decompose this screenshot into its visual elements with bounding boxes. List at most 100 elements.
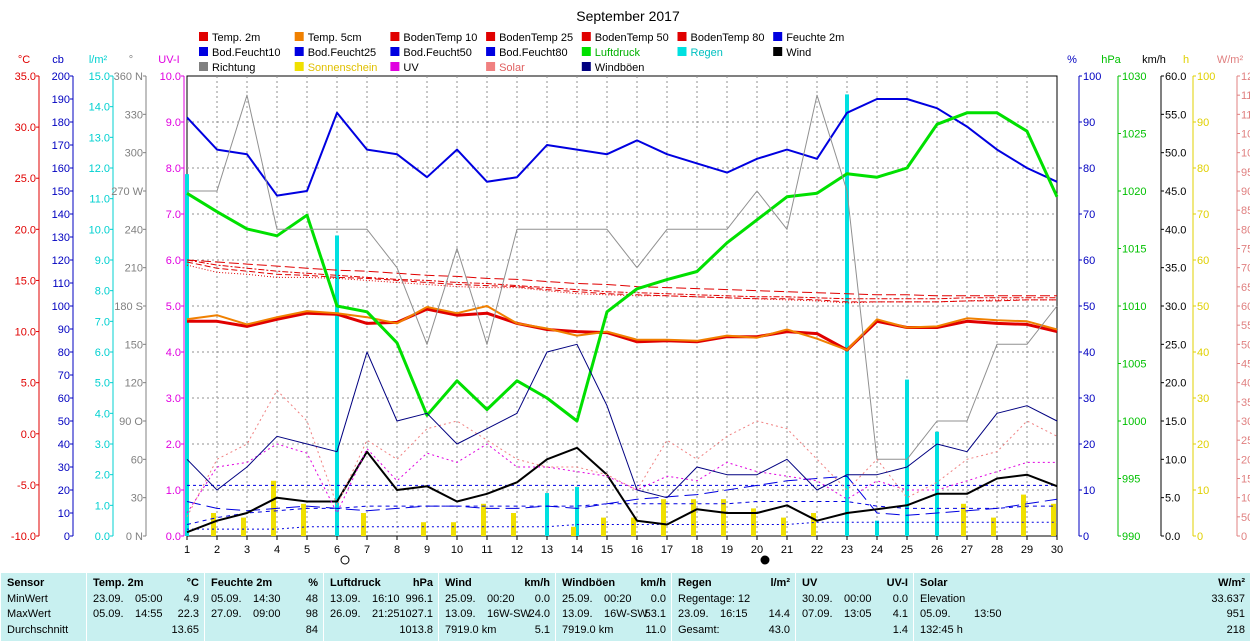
summary-section: Temp. 2m °C 23.09. 05:00 4.9 05.09. 14:55 22.3 1…	[86, 573, 205, 641]
legend-swatch	[390, 32, 400, 41]
series-line-wind	[186, 446, 1058, 534]
temp-tick-label: 30.0	[15, 122, 36, 134]
series-line-bodentemp-10	[186, 264, 1057, 304]
press-axis-unit: hPa	[1101, 54, 1121, 66]
summary-cell: 05.09.	[211, 592, 242, 605]
series-line-windb-en	[186, 343, 1058, 499]
legend-label: Temp. 2m	[212, 32, 260, 44]
uv-tick-label: 0.0	[166, 531, 181, 543]
summary-row: MaxWert	[1, 607, 87, 622]
plot-area	[185, 94, 1059, 537]
temp-tick-label: 0.0	[21, 429, 36, 441]
summary-cell: Temp. 2m	[93, 577, 144, 589]
summary-cell: 13.09.	[562, 608, 593, 620]
summary-cell: 0.0	[650, 592, 666, 605]
summary-section: Solar W/m² Elevation 33.637 05.09. 13:50 951 13…	[913, 573, 1250, 641]
summary-cell: 84	[305, 623, 318, 636]
summary-cell: Elevation	[920, 592, 966, 605]
series-line-bod-feucht25	[186, 501, 1057, 525]
cb-axis-unit: cb	[52, 54, 64, 66]
press-tick-label: 1010	[1122, 301, 1146, 313]
press-tick-label: 995	[1122, 474, 1140, 486]
series-line-temp-5cm	[186, 305, 1058, 351]
x-tick-label: 11	[481, 544, 492, 556]
legend-label: Luftdruck	[595, 47, 641, 59]
legend-label: Bod.Feucht50	[403, 47, 472, 59]
x-tick-label: 29	[1021, 544, 1033, 556]
rain-tick-label: 13.0	[89, 132, 110, 144]
solar-tick-label: 750	[1241, 244, 1250, 256]
summary-cell: Sensor	[7, 577, 45, 589]
series-line-luftdruck	[186, 111, 1059, 423]
summary-cell: UV	[802, 577, 818, 589]
x-tick-label: 16	[631, 544, 643, 556]
legend-swatch	[581, 62, 591, 71]
rain-tick-label: 5.0	[95, 378, 110, 390]
x-tick-label: 28	[991, 544, 1003, 556]
cb-tick-label: 40	[58, 439, 70, 451]
hum-tick-label: 40	[1083, 347, 1095, 359]
summary-cell: 16:15	[720, 608, 748, 620]
uv-tick-label: 6.0	[166, 255, 181, 267]
hum-tick-label: 30	[1083, 393, 1095, 405]
sunshine-bar-day-10	[451, 522, 456, 536]
solar-tick-label: 1200	[1241, 71, 1250, 83]
cb-tick-label: 190	[52, 94, 70, 106]
dir-tick-label: 360 N	[114, 71, 143, 83]
sunshine-bar-day-28	[991, 517, 996, 536]
uv-tick-label: 10.0	[160, 71, 181, 83]
dir-tick-label: 120	[125, 378, 143, 390]
hum-tick-label: 90	[1083, 117, 1095, 129]
series-line-richtung	[187, 94, 1058, 460]
x-tick-label: 26	[931, 544, 943, 556]
x-tick-label: 25	[901, 544, 913, 556]
summary-row: Windböen km/h	[556, 576, 672, 591]
x-tick-label: 8	[394, 544, 400, 556]
wind-tick-label: 25.0	[1165, 339, 1186, 351]
rain-tick-label: 8.0	[95, 286, 110, 298]
series-line-bod-feucht50	[187, 521, 1057, 530]
solar-tick-label: 50	[1241, 512, 1250, 524]
legend-swatch	[581, 47, 591, 56]
sunshine-bar-day-20	[751, 508, 756, 536]
legend: Temp. 2m Temp. 5cm BodenTemp 10 BodenTemp 2…	[199, 32, 844, 74]
solar-tick-label: 0	[1241, 531, 1247, 543]
sun-tick-label: 40	[1197, 347, 1209, 359]
cb-tick-label: 10	[58, 508, 70, 520]
summary-cell: 4.1	[892, 608, 908, 620]
summary-row: 25.09. 00:20 0.0	[556, 592, 672, 607]
summary-cell: 26.09.	[330, 608, 361, 620]
x-tick-label: 15	[601, 544, 613, 556]
legend-swatch	[390, 62, 400, 71]
sun-tick-label: 70	[1197, 209, 1209, 221]
summary-cell: 23.09.	[93, 592, 124, 605]
press-tick-label: 1015	[1122, 244, 1146, 256]
summary-row: 26.09. 21:25 1027.1	[324, 607, 439, 622]
solar-tick-label: 450	[1241, 359, 1250, 371]
series-line-bodentemp-25	[186, 261, 1057, 303]
summary-cell: 00:20	[487, 592, 515, 605]
cb-tick-label: 130	[52, 232, 70, 244]
summary-cell: Regen	[678, 577, 712, 589]
solar-tick-label: 800	[1241, 224, 1250, 236]
wind-tick-label: 15.0	[1165, 416, 1186, 428]
sunshine-bar-day-9	[421, 522, 426, 536]
weather-chart: September 2017 Temp. 2m Temp. 5cm BodenTem…	[11, 8, 1250, 565]
x-tick-label: 13	[541, 544, 553, 556]
summary-row: 84	[205, 623, 324, 638]
summary-row: Regen l/m²	[672, 576, 796, 591]
sunshine-bar-day-12	[511, 513, 516, 536]
summary-cell: 24.0	[528, 608, 550, 620]
cb-tick-label: 30	[58, 462, 70, 474]
summary-cell: Wind	[445, 577, 472, 589]
summary-row: 25.09. 00:20 0.0	[439, 592, 556, 607]
summary-row: Elevation 33.637	[914, 592, 1250, 607]
dir-tick-label: 270 W	[111, 186, 143, 198]
x-tick-label: 22	[811, 544, 823, 556]
legend-swatch	[486, 62, 496, 71]
summary-section: Sensor MinWert MaxWert Durchschnitt	[0, 573, 87, 641]
solar-tick-label: 200	[1241, 454, 1250, 466]
summary-cell: 05.09.	[920, 608, 951, 620]
rain-tick-label: 9.0	[95, 255, 110, 267]
x-tick-label: 17	[661, 544, 673, 556]
